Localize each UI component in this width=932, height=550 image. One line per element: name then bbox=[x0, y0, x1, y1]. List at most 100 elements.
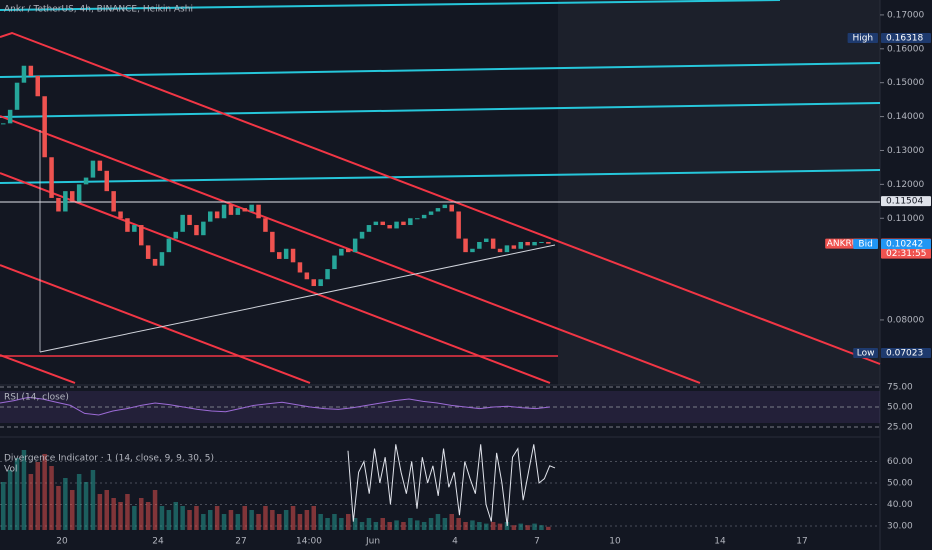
volume-bar bbox=[318, 514, 323, 530]
volume-bar bbox=[166, 510, 172, 530]
drawings bbox=[0, 0, 881, 384]
volume-bar bbox=[63, 478, 68, 530]
candle bbox=[208, 211, 213, 222]
candle bbox=[1, 123, 6, 125]
candle bbox=[145, 245, 151, 259]
candles bbox=[1, 65, 551, 287]
rsi-band bbox=[0, 391, 880, 423]
candle bbox=[132, 225, 137, 232]
volume-bar bbox=[14, 458, 20, 530]
candle bbox=[408, 218, 413, 226]
red-line bbox=[0, 264, 311, 384]
candle bbox=[339, 248, 344, 256]
y-tick-label: 50.00 bbox=[887, 403, 913, 413]
price-badge-name: ANKRUSDT bbox=[827, 239, 877, 249]
candle bbox=[449, 204, 454, 212]
candle bbox=[263, 218, 268, 232]
candle bbox=[497, 248, 503, 253]
volume-bar bbox=[83, 482, 89, 530]
volume-bar bbox=[277, 514, 282, 530]
volume-bar bbox=[256, 514, 261, 530]
candle bbox=[366, 225, 372, 232]
volume-bar bbox=[21, 450, 27, 530]
volume-bar bbox=[352, 518, 358, 530]
volume-bar bbox=[408, 518, 413, 530]
candle bbox=[201, 221, 206, 236]
x-tick-label: 24 bbox=[152, 537, 164, 547]
volume-bar bbox=[249, 510, 254, 530]
volume-bar bbox=[484, 523, 489, 530]
volume-bar bbox=[401, 522, 406, 530]
candle bbox=[415, 218, 420, 220]
x-tick-label: Jun bbox=[365, 537, 380, 547]
candle bbox=[490, 238, 496, 249]
volume-bar bbox=[56, 486, 61, 530]
candle bbox=[311, 279, 316, 287]
cyan-line bbox=[0, 0, 781, 11]
candle bbox=[90, 160, 96, 178]
volume-bar bbox=[283, 510, 289, 530]
cyan-line bbox=[0, 62, 881, 78]
candle bbox=[152, 258, 158, 266]
volume-bar bbox=[518, 523, 523, 530]
price-badge bbox=[881, 348, 931, 359]
candle bbox=[373, 221, 379, 226]
candle bbox=[166, 238, 172, 253]
candle bbox=[297, 262, 303, 273]
candle bbox=[42, 96, 47, 158]
candle bbox=[346, 248, 351, 253]
candle bbox=[463, 238, 468, 253]
candle bbox=[104, 170, 109, 192]
y-tick-label: 0.12000 bbox=[887, 180, 924, 190]
volume-bar bbox=[35, 462, 40, 530]
candle bbox=[290, 248, 296, 263]
y-tick-label: 0.16000 bbox=[887, 44, 924, 54]
volume-bar bbox=[449, 514, 454, 530]
candle bbox=[256, 204, 261, 219]
volume-title: Vol bbox=[4, 465, 17, 475]
volume-bar bbox=[173, 502, 178, 530]
future-area bbox=[558, 0, 880, 385]
candle bbox=[401, 221, 406, 226]
candle bbox=[221, 204, 227, 219]
candle bbox=[214, 211, 220, 219]
candle bbox=[525, 241, 530, 246]
candle bbox=[139, 225, 144, 246]
candle bbox=[470, 248, 475, 253]
x-tick-label: 17 bbox=[796, 537, 807, 547]
red-line bbox=[0, 354, 76, 384]
candle bbox=[249, 204, 254, 212]
y-tick-label: 0.17000 bbox=[887, 10, 924, 20]
volume-bar bbox=[214, 506, 220, 530]
candle bbox=[428, 211, 434, 215]
volume-bar bbox=[194, 506, 199, 530]
y-tick-label: 0.13000 bbox=[887, 146, 924, 156]
candle bbox=[187, 214, 192, 226]
candle bbox=[173, 231, 178, 239]
candle bbox=[21, 65, 27, 83]
candle bbox=[394, 221, 399, 229]
volume-bar bbox=[263, 506, 268, 530]
volume-bar bbox=[76, 474, 82, 530]
volume-bar bbox=[339, 518, 344, 530]
x-tick-label: 7 bbox=[534, 537, 540, 547]
candle bbox=[546, 241, 551, 244]
volume-bar bbox=[235, 514, 241, 530]
candle bbox=[63, 191, 68, 212]
candle bbox=[277, 252, 282, 259]
volume-bar bbox=[221, 514, 227, 530]
y-tick-label: 0.15000 bbox=[887, 78, 924, 88]
candle bbox=[435, 208, 441, 212]
rsi-line bbox=[0, 396, 551, 416]
y-tick-label: 25.00 bbox=[887, 423, 913, 433]
volume-bar bbox=[490, 522, 496, 530]
candle bbox=[49, 157, 54, 198]
candle bbox=[83, 177, 89, 185]
volume-bar bbox=[415, 520, 420, 530]
volume-bar bbox=[152, 490, 158, 530]
y-tick-label: 50.00 bbox=[887, 478, 913, 488]
price-badge-label: 0.10242 bbox=[886, 239, 923, 249]
volume-bar bbox=[145, 502, 151, 530]
volume-bar bbox=[497, 523, 503, 530]
y-tick-label: 0.14000 bbox=[887, 112, 924, 122]
